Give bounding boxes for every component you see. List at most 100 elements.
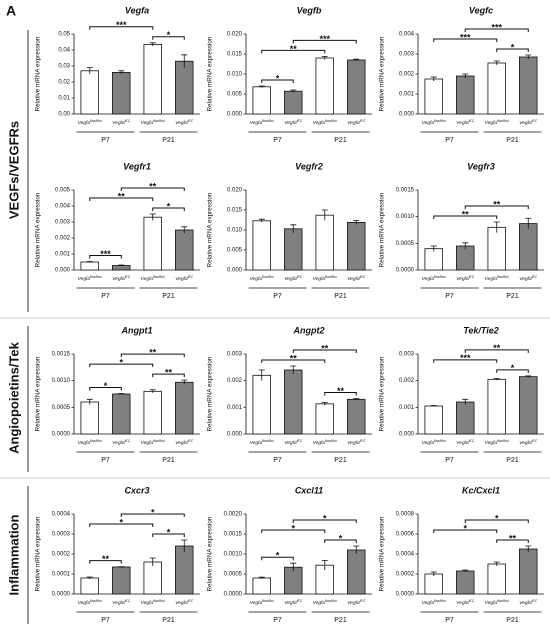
- category-name: Vegfa: [485, 440, 498, 446]
- y-tick-label: 0.0005: [396, 241, 415, 247]
- y-tick-label: 0.020: [227, 32, 243, 38]
- significance-bracket: [261, 556, 294, 561]
- error-bar: [149, 389, 156, 393]
- category-superscript: flox/flox: [325, 119, 337, 123]
- y-tick-label: 0.0010: [52, 378, 71, 384]
- significance-bracket: [324, 392, 357, 396]
- y-axis-label: Relative mRNA expression: [35, 36, 42, 111]
- bar: [519, 223, 538, 271]
- category-name: Vegfa: [112, 120, 125, 126]
- y-tick-label: 0.0001: [52, 572, 71, 578]
- y-tick-label: 0.000: [55, 268, 71, 274]
- y-axis-label: Relative mRNA expression: [207, 516, 214, 591]
- y-axis-label: Relative mRNA expression: [379, 356, 386, 431]
- bar: [284, 90, 303, 115]
- error-bar: [430, 245, 437, 252]
- bar: [347, 221, 366, 271]
- significance-bracket: [292, 39, 357, 44]
- significance-label: **: [118, 191, 126, 201]
- significance-label: *: [167, 527, 171, 537]
- x-tick-label: Vegfaflox/flox: [422, 275, 446, 282]
- bar: [456, 75, 475, 115]
- error-bar: [258, 85, 265, 88]
- significance-label: **: [321, 343, 329, 353]
- bar: [143, 44, 162, 115]
- y-tick-label: 0.015: [227, 52, 243, 58]
- group-label: P7: [101, 293, 110, 300]
- significance-label: **: [165, 368, 173, 378]
- y-tick-label: 0.005: [227, 92, 243, 98]
- error-bar: [321, 56, 328, 60]
- category-superscript: flox/flox: [325, 275, 337, 279]
- category-superscript: flox/flox: [497, 439, 509, 443]
- y-tick-label: 0.002: [227, 378, 243, 384]
- x-tick-label: Vegfaflox/flox: [250, 439, 274, 446]
- category-superscript: flox/flox: [90, 119, 102, 123]
- error-bar: [290, 562, 297, 572]
- bar: [456, 245, 475, 271]
- category-name: Vegfa: [141, 120, 154, 126]
- significance-bracket: [152, 207, 185, 211]
- x-tick-label: VegfaiEC: [112, 439, 130, 446]
- group-label: P21: [506, 457, 519, 464]
- bar: [252, 374, 271, 435]
- group-label: P7: [445, 137, 454, 144]
- x-tick-label: VegfaiEC: [456, 439, 474, 446]
- error-bar: [430, 76, 437, 81]
- bar: [112, 393, 131, 435]
- category-superscript: iEC: [532, 439, 538, 443]
- group-label: P21: [162, 617, 175, 624]
- error-bar: [430, 405, 437, 407]
- error-bar: [462, 569, 469, 572]
- significance-bracket: [292, 519, 357, 523]
- category-name: Vegfa: [284, 276, 297, 282]
- group-label: P21: [506, 137, 519, 144]
- category-superscript: flox/flox: [434, 119, 446, 123]
- significance-label: *: [104, 381, 108, 391]
- y-tick-label: 0.0008: [396, 512, 415, 518]
- error-bar: [353, 398, 360, 401]
- y-tick-label: 0.001: [227, 405, 243, 411]
- bar: [487, 62, 506, 115]
- chart-title: Vegfr1: [123, 161, 151, 171]
- category-name: Vegfa: [422, 600, 435, 606]
- y-axis-label: Relative mRNA expression: [379, 36, 386, 111]
- error-bar: [430, 571, 437, 576]
- x-tick-label: VegfaiEC: [112, 119, 130, 126]
- category-superscript: iEC: [297, 275, 303, 279]
- error-bar: [258, 576, 265, 579]
- significance-label: *: [276, 73, 280, 83]
- y-axis-label: Relative mRNA expression: [35, 192, 42, 267]
- significance-bracket: [89, 560, 122, 564]
- chart-title: Vegfr2: [295, 161, 323, 171]
- bar: [284, 228, 303, 271]
- category-superscript: iEC: [297, 119, 303, 123]
- category-name: Vegfa: [347, 276, 360, 282]
- x-tick-label: VegfaiEC: [347, 439, 365, 446]
- significance-bracket: [120, 187, 185, 191]
- error-bar: [118, 566, 125, 568]
- category-name: Vegfa: [422, 120, 435, 126]
- error-bar: [290, 224, 297, 233]
- y-tick-label: 0.0006: [396, 532, 415, 538]
- bar: [424, 248, 443, 271]
- x-tick-label: Vegfaflox/flox: [485, 439, 509, 446]
- category-name: Vegfa: [485, 276, 498, 282]
- significance-label: ***: [116, 20, 127, 30]
- significance-label: **: [290, 44, 298, 54]
- x-tick-label: VegfaiEC: [175, 119, 193, 126]
- significance-label: ***: [100, 249, 111, 259]
- category-name: Vegfa: [347, 120, 360, 126]
- x-tick-label: Vegfaflox/flox: [250, 275, 274, 282]
- error-bar: [118, 264, 125, 266]
- category-superscript: flox/flox: [325, 439, 337, 443]
- bar: [424, 405, 443, 435]
- group-label: P7: [101, 137, 110, 144]
- error-bar: [462, 242, 469, 250]
- group-label: P21: [334, 137, 347, 144]
- significance-bracket: [496, 48, 529, 52]
- category-superscript: flox/flox: [262, 119, 274, 123]
- significance-label: *: [119, 358, 123, 368]
- group-label: P7: [273, 293, 282, 300]
- x-tick-label: Vegfaflox/flox: [422, 119, 446, 126]
